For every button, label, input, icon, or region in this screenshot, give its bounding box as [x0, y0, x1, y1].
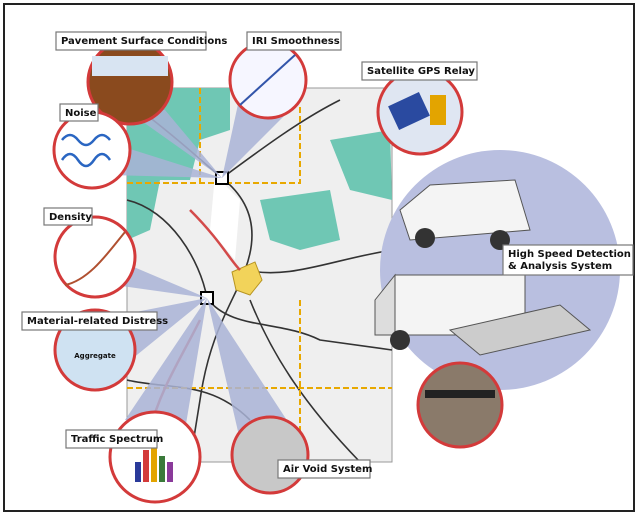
node-label: Material-related Distress [27, 316, 168, 327]
node-label: Pavement Surface Conditions [61, 36, 227, 47]
node-label: Air Void System [283, 464, 372, 475]
node-label: Traffic Spectrum [71, 434, 163, 445]
node-label: Density [49, 212, 92, 223]
inner-label: Aggregate [74, 352, 116, 360]
node-label: Noise [65, 108, 97, 119]
node-label: & Analysis System [508, 261, 612, 272]
node-label: High Speed Detection [508, 249, 631, 260]
node-label: IRI Smoothness [252, 36, 340, 47]
node-label: Satellite GPS Relay [367, 66, 475, 77]
diagram: Pavement Surface Conditions IRI Smoothne… [0, 0, 639, 515]
